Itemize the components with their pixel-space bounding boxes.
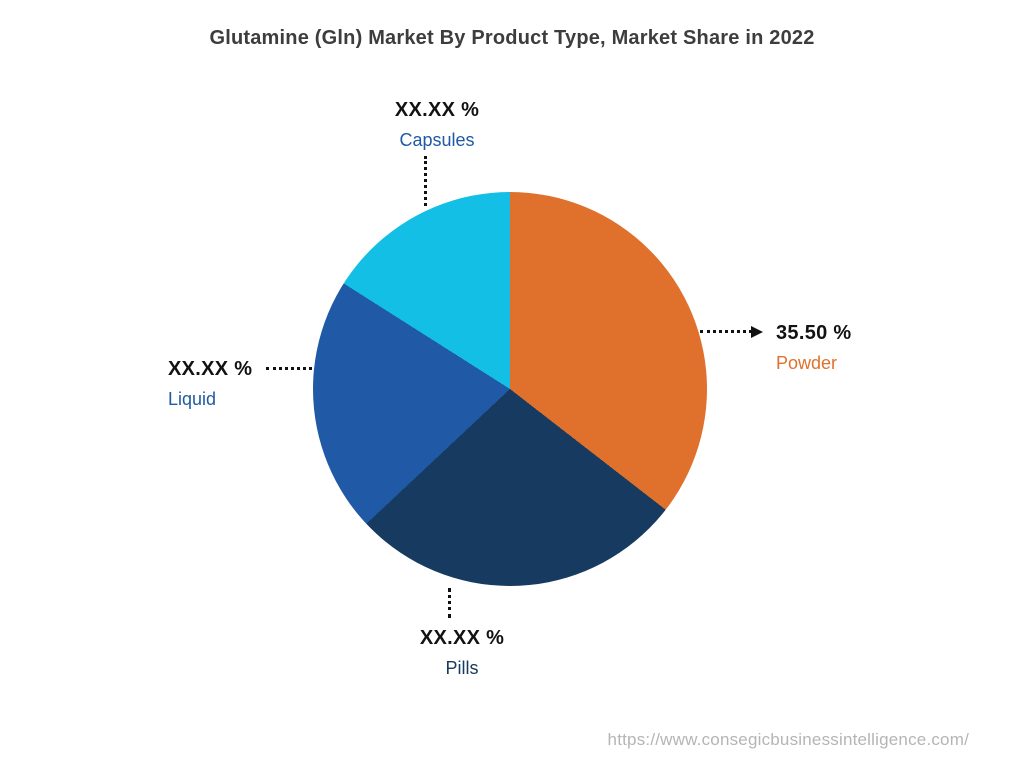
liquid-label: Liquid — [168, 389, 217, 409]
powder-label: Powder — [776, 353, 838, 373]
annotation-capsules: XX.XX % Capsules — [352, 99, 522, 151]
powder-value: 35.50 % — [776, 322, 852, 344]
liquid-value: XX.XX % — [168, 358, 253, 380]
pills-value: XX.XX % — [419, 627, 505, 649]
liquid-leader-line — [266, 367, 312, 370]
powder-leader-line — [700, 330, 752, 333]
pills-leader-line — [448, 588, 451, 618]
annotation-powder: 35.50 % Powder — [776, 322, 852, 374]
pills-label: Pills — [445, 658, 479, 678]
pie-chart — [313, 192, 707, 586]
capsules-label: Capsules — [399, 130, 475, 150]
source-url: https://www.consegicbusinessintelligence… — [607, 730, 969, 749]
capsules-value: XX.XX % — [394, 99, 480, 121]
arrow-right-icon — [751, 326, 763, 338]
chart-title: Glutamine (Gln) Market By Product Type, … — [209, 27, 815, 49]
annotation-liquid: XX.XX % Liquid — [168, 358, 252, 410]
capsules-leader-line — [424, 156, 427, 206]
annotation-pills: XX.XX % Pills — [382, 627, 542, 679]
